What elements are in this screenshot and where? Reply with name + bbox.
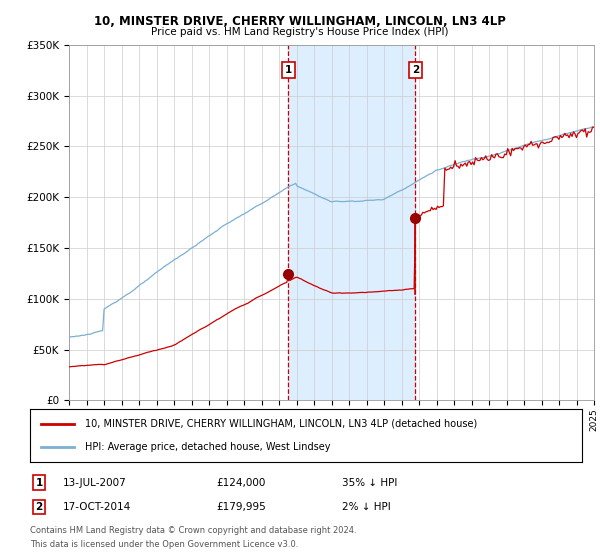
- Text: 17-OCT-2014: 17-OCT-2014: [63, 502, 131, 512]
- Text: Contains HM Land Registry data © Crown copyright and database right 2024.: Contains HM Land Registry data © Crown c…: [30, 526, 356, 535]
- Text: 2% ↓ HPI: 2% ↓ HPI: [342, 502, 391, 512]
- Bar: [289, 45, 415, 400]
- Text: £179,995: £179,995: [216, 502, 266, 512]
- Text: This data is licensed under the Open Government Licence v3.0.: This data is licensed under the Open Gov…: [30, 540, 298, 549]
- Text: £124,000: £124,000: [216, 478, 265, 488]
- Text: 1: 1: [35, 478, 43, 488]
- Text: 10, MINSTER DRIVE, CHERRY WILLINGHAM, LINCOLN, LN3 4LP (detached house): 10, MINSTER DRIVE, CHERRY WILLINGHAM, LI…: [85, 419, 478, 429]
- Text: 10, MINSTER DRIVE, CHERRY WILLINGHAM, LINCOLN, LN3 4LP: 10, MINSTER DRIVE, CHERRY WILLINGHAM, LI…: [94, 15, 506, 27]
- Text: 1: 1: [285, 65, 292, 75]
- Text: Price paid vs. HM Land Registry's House Price Index (HPI): Price paid vs. HM Land Registry's House …: [151, 27, 449, 37]
- Text: HPI: Average price, detached house, West Lindsey: HPI: Average price, detached house, West…: [85, 442, 331, 452]
- Text: 35% ↓ HPI: 35% ↓ HPI: [342, 478, 397, 488]
- Text: 2: 2: [412, 65, 419, 75]
- Text: 2: 2: [35, 502, 43, 512]
- Text: 13-JUL-2007: 13-JUL-2007: [63, 478, 127, 488]
